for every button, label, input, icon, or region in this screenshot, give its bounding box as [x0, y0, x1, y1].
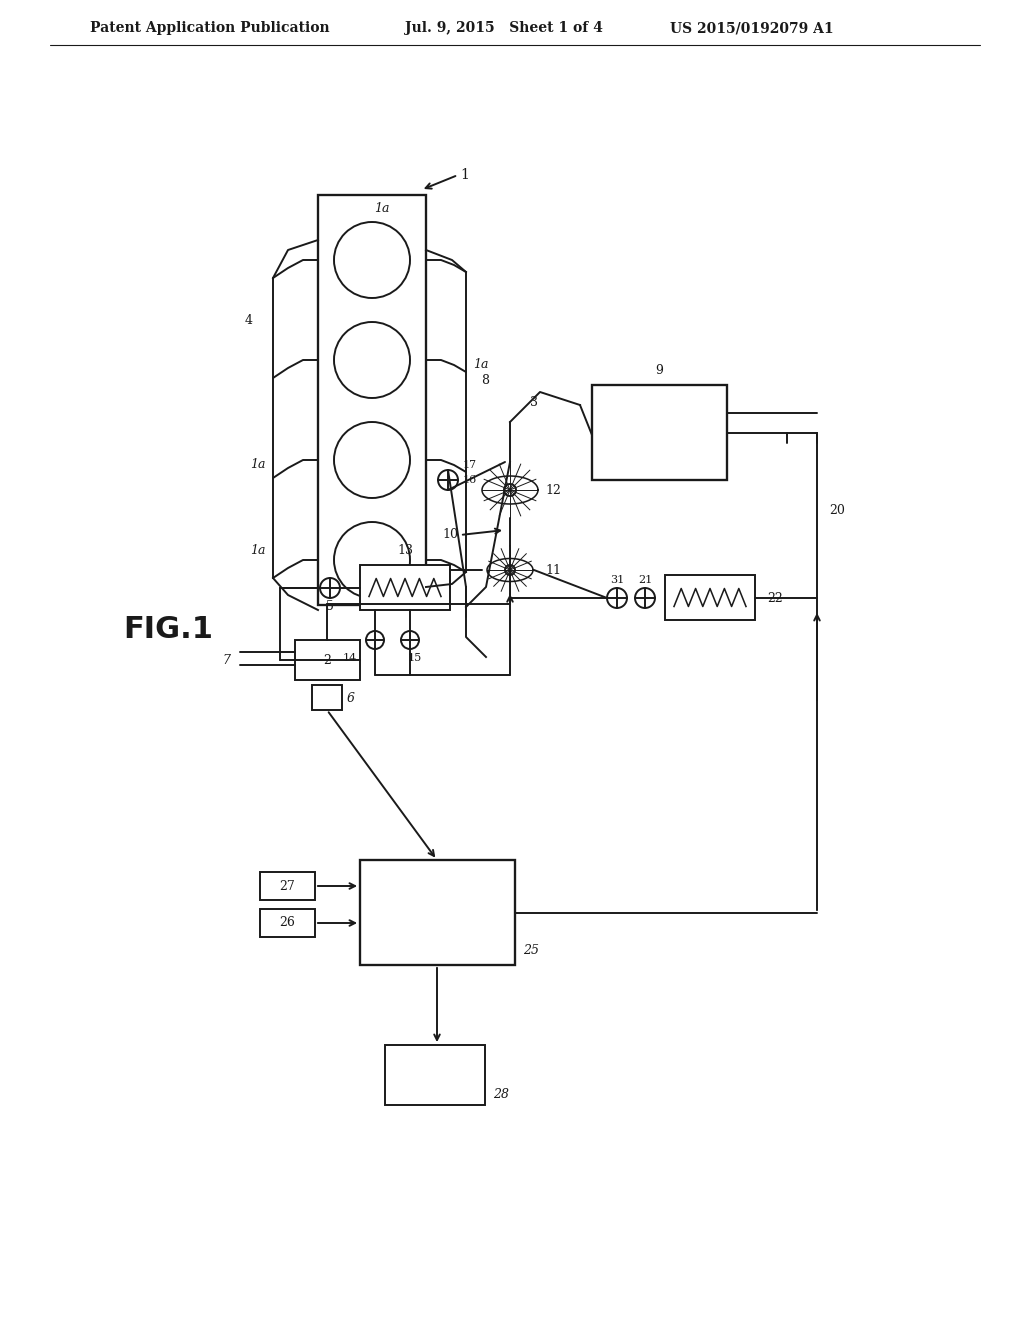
Text: Jul. 9, 2015   Sheet 1 of 4: Jul. 9, 2015 Sheet 1 of 4	[406, 21, 603, 36]
Circle shape	[334, 422, 410, 498]
Bar	[385, 1045, 485, 1105]
Text: 4: 4	[245, 314, 253, 326]
Text: 1a: 1a	[473, 359, 488, 371]
Circle shape	[334, 521, 410, 598]
Circle shape	[504, 484, 516, 496]
Text: 1: 1	[460, 168, 469, 182]
Text: 13: 13	[397, 544, 413, 557]
Bar	[318, 195, 426, 605]
Text: FIG.1: FIG.1	[123, 615, 213, 644]
Bar	[295, 640, 360, 680]
Text: 17: 17	[463, 459, 477, 470]
Text: 8: 8	[481, 374, 489, 387]
Circle shape	[319, 578, 340, 598]
Text: 15: 15	[408, 653, 422, 663]
Text: 9: 9	[655, 363, 663, 376]
Text: Patent Application Publication: Patent Application Publication	[90, 21, 330, 36]
Bar	[665, 576, 755, 620]
Text: US 2015/0192079 A1: US 2015/0192079 A1	[670, 21, 834, 36]
Text: 7: 7	[222, 653, 230, 667]
Text: 31: 31	[610, 576, 624, 585]
Circle shape	[505, 565, 515, 576]
Text: 3: 3	[530, 396, 538, 408]
Bar	[360, 861, 515, 965]
Text: 10: 10	[442, 528, 458, 541]
Text: 25: 25	[523, 944, 539, 957]
Text: 2: 2	[323, 653, 331, 667]
Text: 26: 26	[280, 916, 295, 929]
Text: 1a: 1a	[250, 544, 266, 557]
Bar	[260, 873, 315, 900]
Circle shape	[334, 322, 410, 399]
Text: 27: 27	[280, 879, 295, 892]
Bar	[260, 909, 315, 937]
Circle shape	[401, 631, 419, 649]
Circle shape	[366, 631, 384, 649]
Circle shape	[438, 470, 458, 490]
Text: 16: 16	[463, 475, 477, 484]
Text: 5: 5	[326, 599, 334, 612]
Circle shape	[607, 587, 627, 609]
Text: 21: 21	[638, 576, 652, 585]
Text: 22: 22	[767, 591, 782, 605]
Text: 20: 20	[829, 503, 845, 516]
Text: 12: 12	[545, 483, 561, 496]
Bar	[312, 685, 342, 710]
Text: 1a: 1a	[250, 458, 266, 471]
Bar	[592, 385, 727, 480]
Text: 28: 28	[493, 1089, 509, 1101]
Circle shape	[334, 222, 410, 298]
Text: 14: 14	[343, 653, 357, 663]
Text: 1a: 1a	[374, 202, 390, 214]
Circle shape	[635, 587, 655, 609]
Bar	[360, 565, 450, 610]
Text: 11: 11	[545, 564, 561, 577]
Text: 6: 6	[347, 692, 355, 705]
